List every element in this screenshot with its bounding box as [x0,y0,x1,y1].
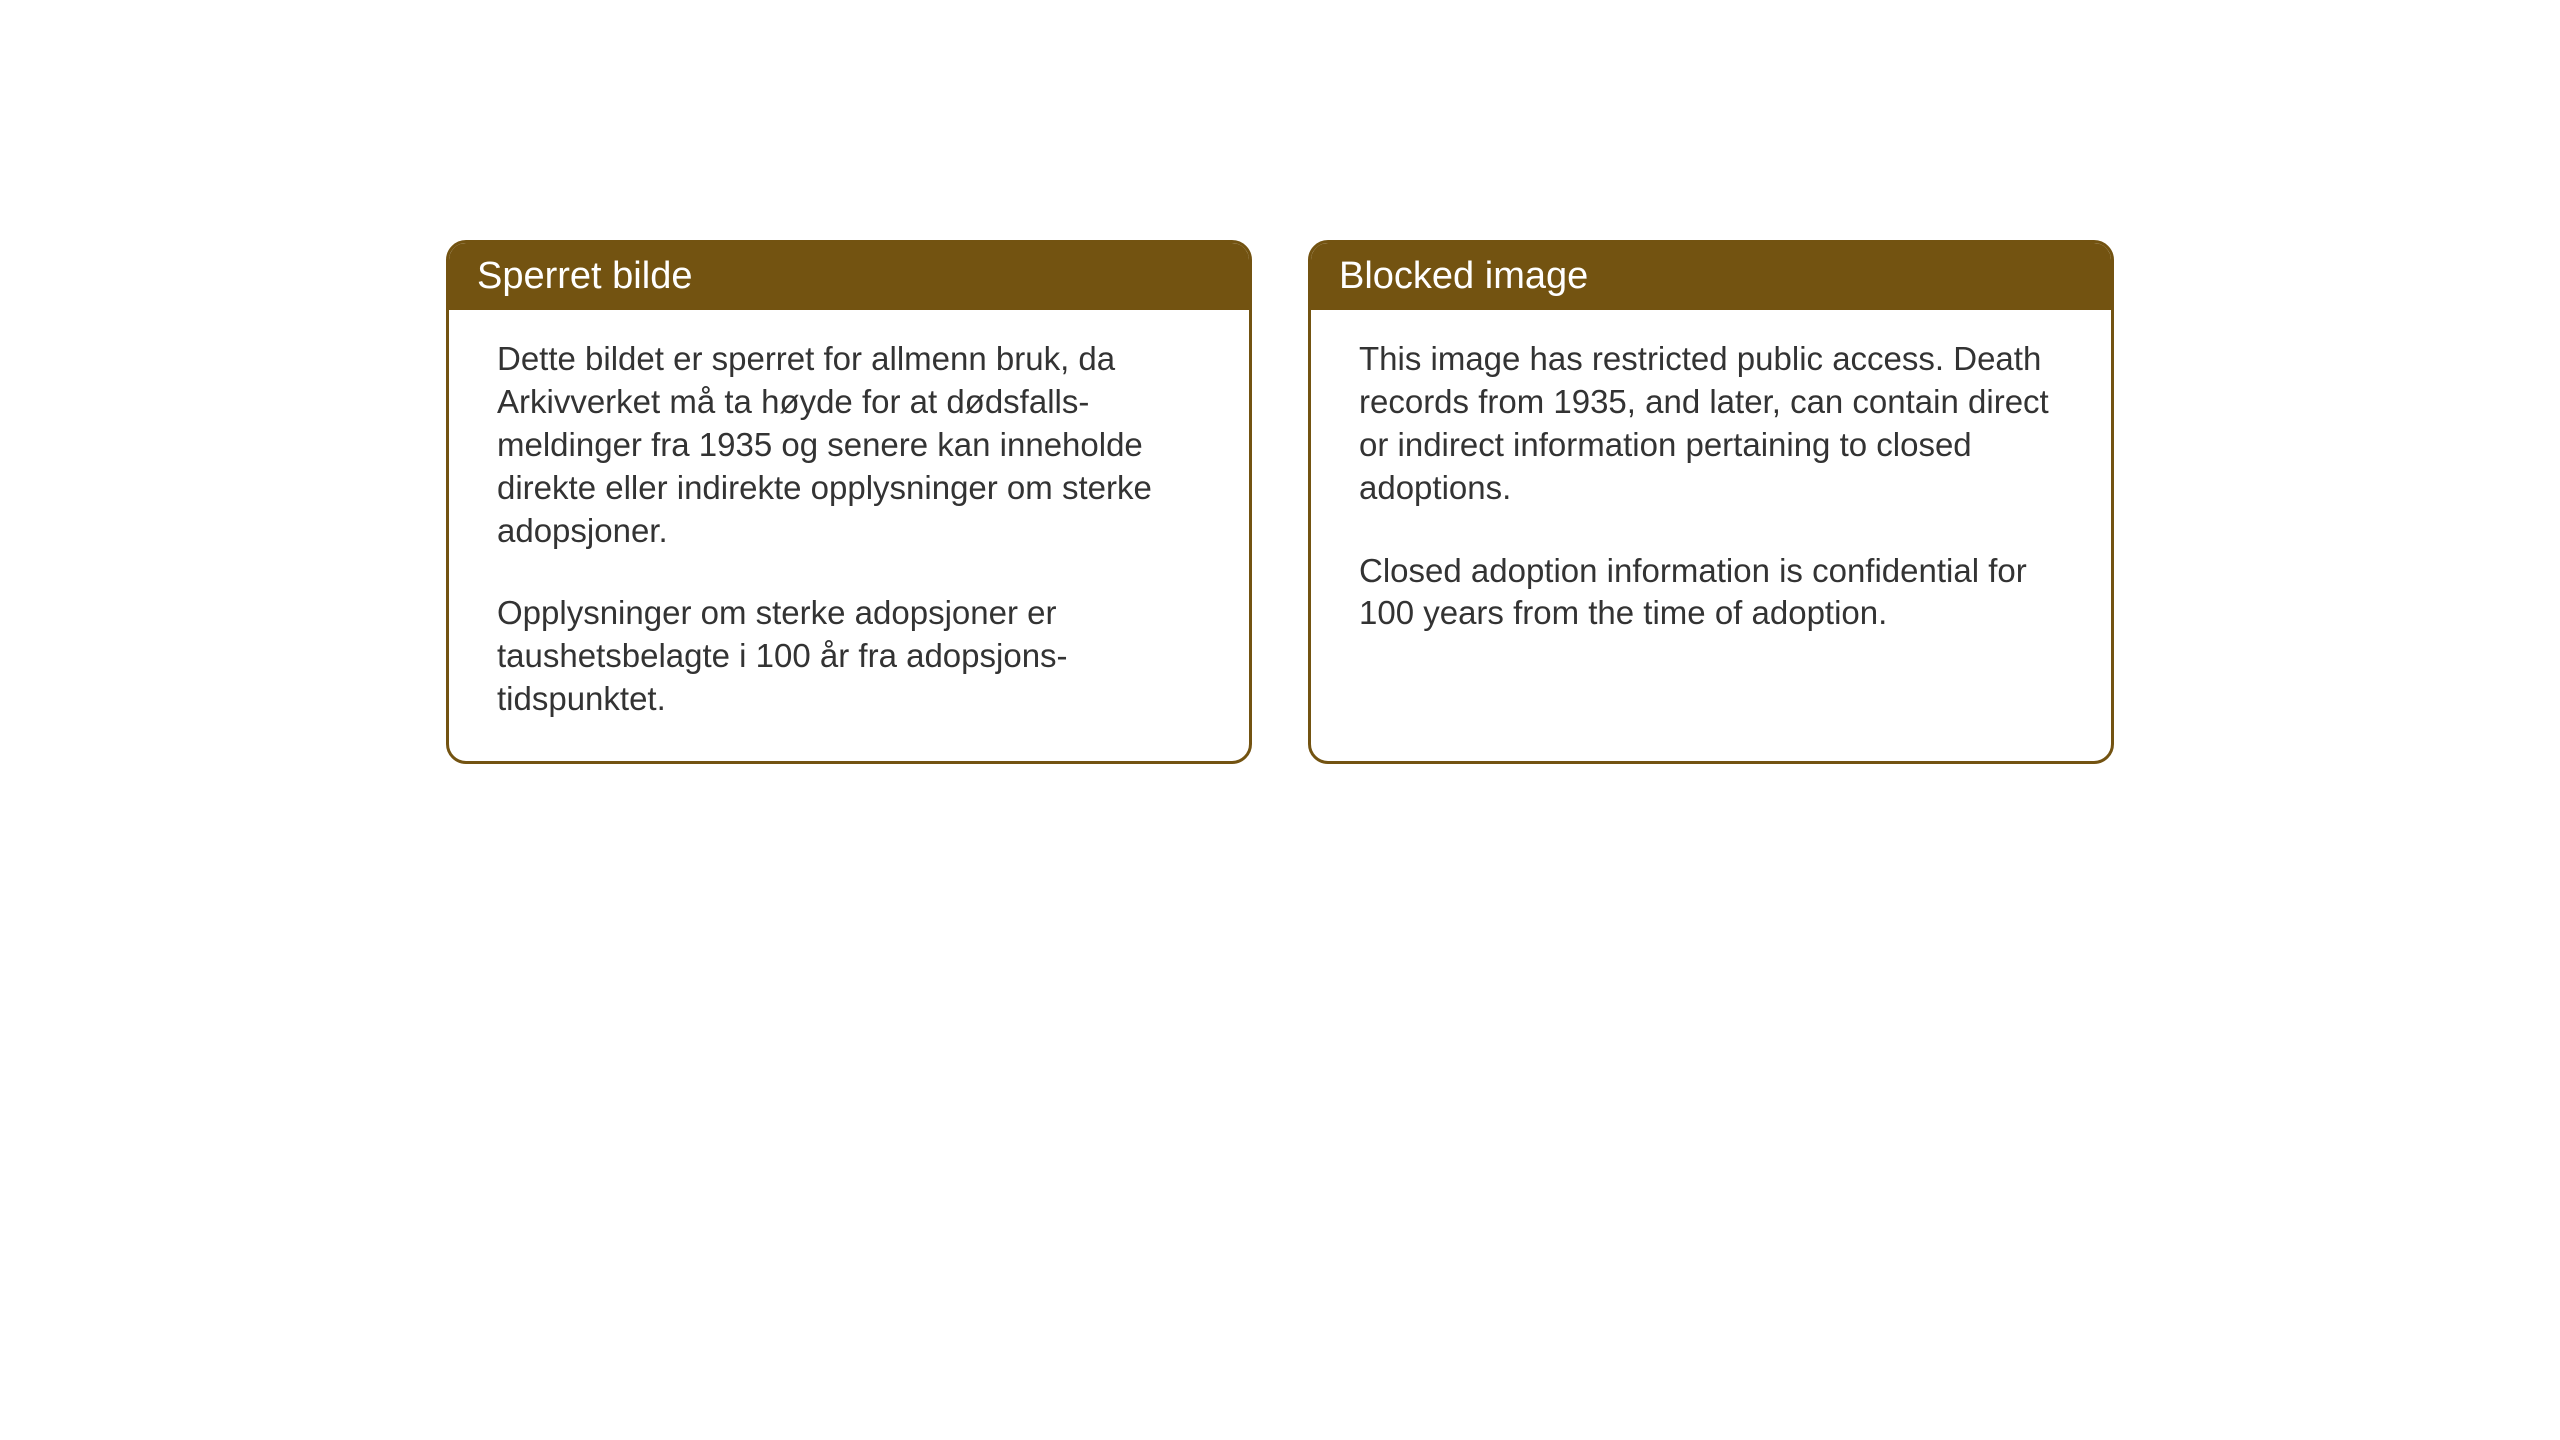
english-card-body: This image has restricted public access.… [1311,310,2111,750]
english-paragraph-1: This image has restricted public access.… [1359,338,2063,510]
norwegian-paragraph-1: Dette bildet er sperret for allmenn bruk… [497,338,1201,552]
norwegian-card-title: Sperret bilde [449,243,1249,310]
norwegian-notice-card: Sperret bilde Dette bildet er sperret fo… [446,240,1252,764]
norwegian-paragraph-2: Opplysninger om sterke adopsjoner er tau… [497,592,1201,721]
english-paragraph-2: Closed adoption information is confident… [1359,550,2063,636]
notice-cards-container: Sperret bilde Dette bildet er sperret fo… [446,240,2560,764]
english-card-title: Blocked image [1311,243,2111,310]
norwegian-card-body: Dette bildet er sperret for allmenn bruk… [449,310,1249,761]
english-notice-card: Blocked image This image has restricted … [1308,240,2114,764]
